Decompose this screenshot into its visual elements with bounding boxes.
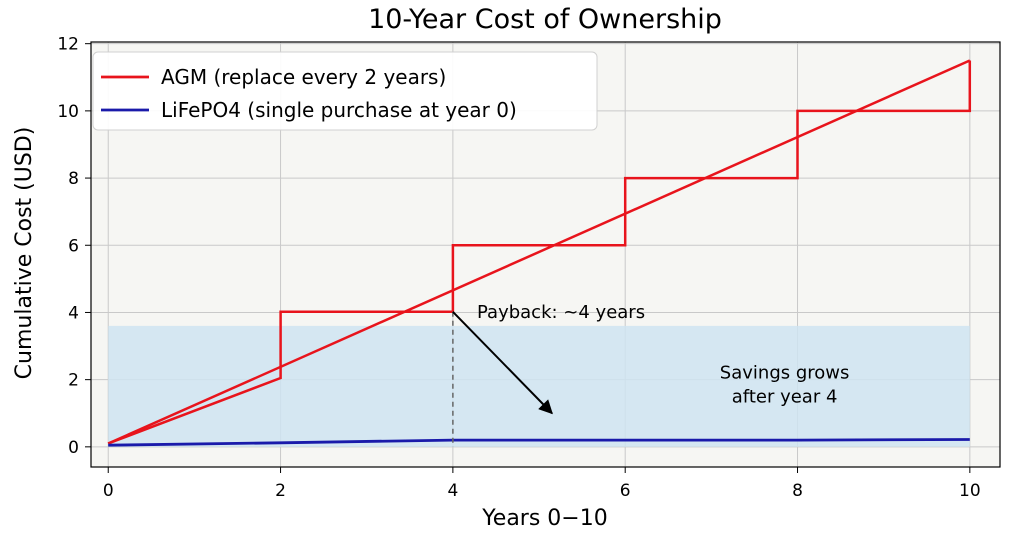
agm-step-line <box>107 60 972 445</box>
annotations: Payback: ~4 years Savings grows after year… <box>452 302 850 447</box>
y-tick-label: 4 <box>68 303 79 323</box>
legend-box <box>92 51 598 131</box>
chart-title: 10-Year Cost of Ownership <box>368 4 722 35</box>
savings-label-line2: after year 4 <box>732 387 838 408</box>
y-tick-label: 8 <box>68 169 79 189</box>
ticks: 0 2 4 6 8 10 0 2 4 6 8 10 12 <box>57 35 1001 501</box>
legend-label: AGM (replace every 2 years) <box>161 65 446 89</box>
x-tick-label: 2 <box>275 481 286 501</box>
series-layer <box>107 59 972 447</box>
agm-trend-line <box>107 59 971 445</box>
savings-region <box>108 325 970 447</box>
y-tick-label: 2 <box>68 371 79 391</box>
y-tick-label: 6 <box>68 236 79 256</box>
x-tick-label: 6 <box>620 481 631 501</box>
payback-label: Payback: ~4 years <box>477 302 645 323</box>
y-tick-label: 10 <box>57 102 79 122</box>
lifepo4-line <box>108 438 970 447</box>
x-tick-label: 0 <box>103 481 114 501</box>
savings-label-line1: Savings grows <box>720 363 850 384</box>
x-tick-label: 4 <box>447 481 458 501</box>
y-axis-label: Cumulative Cost (USD) <box>12 127 37 380</box>
shaded-savings-area <box>108 325 970 447</box>
payback-arrow <box>452 311 553 415</box>
x-axis-label: Years 0−10 <box>481 506 607 531</box>
legend-label: LiFePO4 (single purchase at year 0) <box>161 98 517 122</box>
y-tick-label: 0 <box>68 438 79 458</box>
plot-frame <box>90 41 1001 468</box>
x-tick-label: 10 <box>959 481 981 501</box>
y-tick-label: 12 <box>57 35 79 55</box>
x-tick-label: 8 <box>792 481 803 501</box>
legend: AGM (replace every 2 years) LiFePO4 (sing… <box>92 51 598 131</box>
